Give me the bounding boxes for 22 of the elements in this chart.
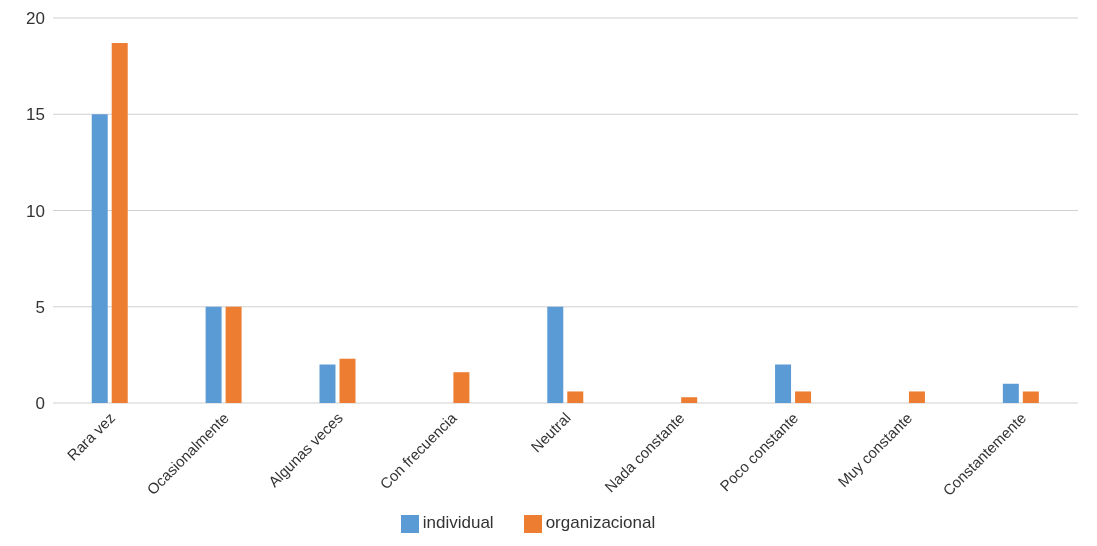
bar	[319, 364, 336, 403]
legend-label: organizacional	[545, 513, 656, 532]
y-tick-label: 10	[26, 201, 45, 221]
bar	[567, 391, 584, 403]
bar	[91, 114, 108, 403]
bar	[1002, 383, 1019, 403]
bar	[339, 358, 356, 403]
bar	[205, 306, 222, 403]
y-tick-label: 20	[26, 9, 45, 29]
bar	[775, 364, 792, 403]
bar	[908, 391, 925, 403]
bar	[111, 43, 128, 403]
bar	[795, 391, 812, 403]
bar	[225, 306, 242, 403]
y-tick-label: 15	[26, 105, 45, 125]
bar	[547, 306, 564, 403]
y-tick-label: 0	[35, 394, 45, 414]
y-tick-label: 5	[35, 297, 45, 317]
bar	[681, 397, 698, 403]
bar	[1022, 391, 1039, 403]
bar	[453, 372, 470, 403]
legend-label: individual	[422, 513, 494, 532]
